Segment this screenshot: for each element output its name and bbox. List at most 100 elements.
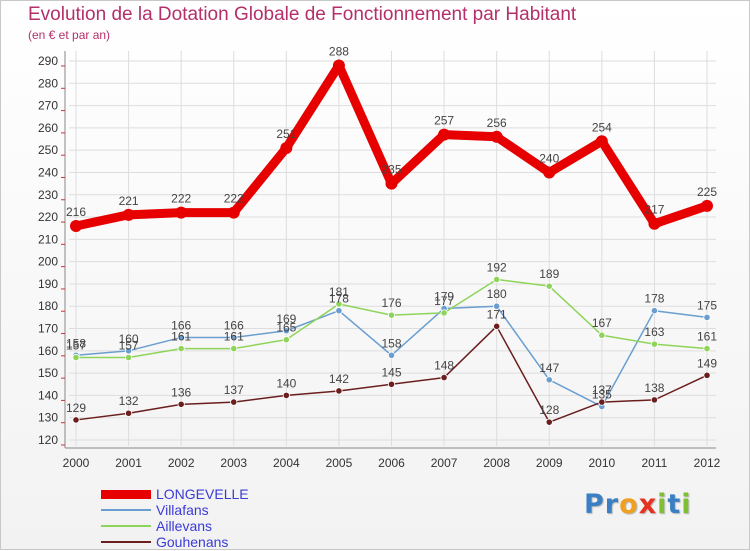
x-tick-label: 2002 [168,456,195,470]
data-point-longevelle [438,128,451,141]
data-point-aillevans [124,353,133,362]
y-tick-label: 240 [38,165,58,179]
data-label-villafans: 160 [119,332,139,346]
legend-label: Villafans [156,502,209,518]
y-tick-label: 120 [38,433,58,447]
data-point-gouhenans [545,418,553,426]
data-label-aillevans: 181 [329,285,349,299]
x-tick-label: 2008 [483,456,510,470]
data-label-aillevans: 157 [66,339,86,353]
x-tick-label: 2011 [642,456,668,470]
legend-item-villafans: Villafans [101,502,209,518]
data-point-longevelle [332,59,345,72]
data-label-gouhenans: 145 [381,365,401,379]
data-point-longevelle [70,219,82,232]
data-label-aillevans: 176 [381,296,401,310]
legend-item-aillevans: Aillevans [101,518,212,534]
data-point-villafans [282,327,290,335]
legend-item-longevelle: LONGEVELLE [101,486,249,502]
data-label-gouhenans: 138 [644,381,664,395]
y-tick-label: 170 [38,322,58,336]
legend-swatch [101,525,151,527]
data-point-aillevans [493,275,501,284]
data-label-villafans: 179 [434,289,454,303]
data-label-longevelle: 254 [592,120,612,134]
data-point-villafans [230,333,238,342]
y-tick-label: 200 [38,255,58,269]
x-tick-label: 2012 [694,456,721,470]
data-label-gouhenans: 132 [119,394,139,408]
y-tick-labels: 120 130 140 150 160 170 180 190 200 210 220 230 240 2… [38,54,58,447]
data-point-gouhenans [650,396,659,404]
legend-label: LONGEVELLE [156,486,249,502]
data-label-gouhenans: 142 [329,372,349,386]
data-label-longevelle: 235 [381,163,401,177]
data-point-aillevans [703,344,711,353]
data-label-gouhenans: 136 [171,385,191,399]
data-label-longevelle: 240 [539,151,559,165]
y-tick-label: 190 [38,277,58,291]
data-label-aillevans: 161 [171,330,191,344]
data-label-aillevans: 163 [644,325,664,339]
legend-swatch [101,541,151,543]
data-point-villafans [335,307,343,315]
data-label-gouhenans: 148 [434,359,454,373]
data-label-villafans: 166 [171,318,191,332]
data-label-gouhenans: 140 [276,376,296,390]
data-point-villafans [387,351,396,359]
data-point-aillevans [598,331,606,339]
data-point-aillevans [335,300,343,308]
y-tick-label: 280 [38,76,58,90]
y-tick-label: 260 [38,121,58,135]
data-label-villafans: 178 [329,292,349,306]
data-label-longevelle: 216 [66,205,86,219]
data-label-gouhenans: 149 [697,356,717,370]
data-point-longevelle [543,166,556,179]
logo-letter: o [619,489,639,520]
data-point-longevelle [490,130,503,143]
data-point-aillevans [72,353,80,362]
y-tick-label: 270 [38,99,58,113]
logo-letter: x [638,489,658,520]
chart-subtitle: (en € et par an) [28,28,111,42]
data-label-gouhenans: 137 [592,383,612,397]
data-point-villafans [545,376,553,384]
data-label-aillevans: 161 [224,330,244,344]
data-point-longevelle [227,206,240,219]
data-point-villafans [703,313,711,321]
data-point-aillevans [230,344,238,353]
data-label-aillevans: 165 [276,321,296,335]
data-point-gouhenans [72,416,80,424]
data-label-villafans: 178 [644,292,664,306]
y-tick-label: 250 [38,143,58,157]
y-tick-label: 180 [38,299,58,313]
data-point-villafans [650,307,659,315]
data-point-gouhenans [387,380,396,388]
data-label-longevelle: 221 [119,194,139,208]
y-tick-label: 290 [38,54,58,68]
data-point-aillevans [177,344,185,353]
data-label-aillevans: 189 [539,267,559,281]
data-labels: 216 221 222 222 251 288 235 257 256 240 254 217 225 1… [66,44,717,417]
data-label-gouhenans: 129 [66,401,86,415]
data-point-gouhenans [177,400,185,408]
logo-letter: r [604,489,620,520]
y-tick-label: 150 [38,366,58,380]
chart-title: Evolution de la Dotation Globale de Fonc… [28,4,577,25]
data-label-villafans: 135 [592,388,612,402]
data-label-longevelle: 225 [697,185,717,199]
data-label-aillevans: 161 [697,330,717,344]
data-label-longevelle: 217 [644,203,664,217]
data-point-gouhenans [493,322,501,330]
legend-label: Gouhenans [156,534,229,550]
data-point-longevelle [595,135,608,148]
data-point-longevelle [701,199,713,212]
x-tick-label: 2001 [115,456,142,470]
data-label-villafans: 158 [381,336,401,350]
y-tick-label: 130 [38,411,58,425]
data-label-longevelle: 251 [276,127,296,141]
data-point-longevelle [175,206,188,219]
data-point-longevelle [385,177,398,190]
data-point-gouhenans [440,373,448,382]
